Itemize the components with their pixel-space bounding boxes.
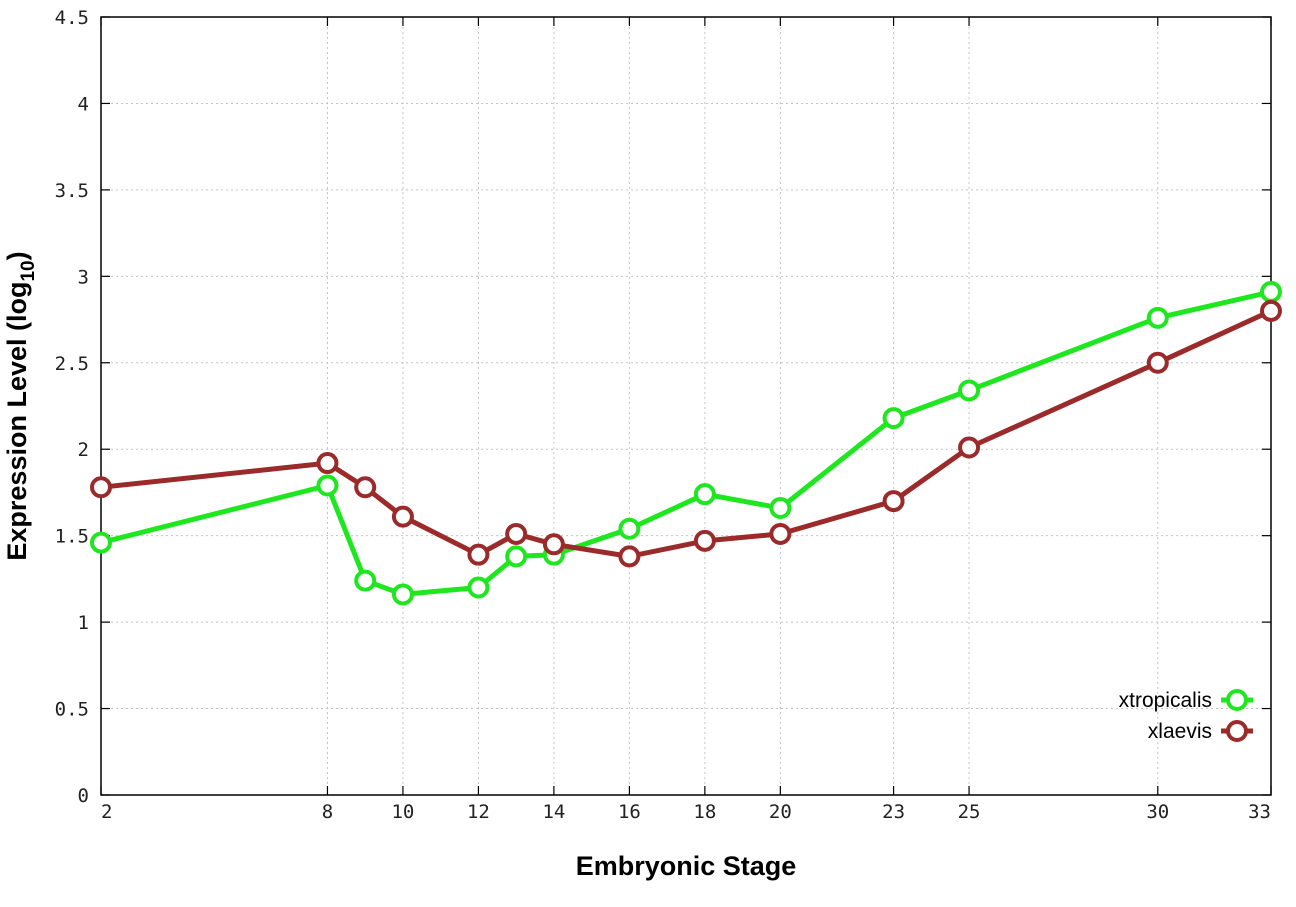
data-point-xtropicalis	[90, 531, 112, 554]
data-point-xtropicalis	[505, 545, 528, 568]
x-tick-label: 12	[467, 801, 490, 823]
y-tick-label: 4	[78, 93, 89, 115]
data-point-xtropicalis	[354, 569, 377, 592]
x-tick-label: 33	[1248, 801, 1271, 823]
x-tick-label: 10	[391, 801, 414, 823]
y-tick-label: 0.5	[55, 699, 89, 721]
data-point-xlaevis	[505, 522, 528, 545]
data-point-xtropicalis	[958, 379, 981, 402]
grid-lines	[101, 17, 1271, 795]
legend: xtropicalis xlaevis	[1119, 689, 1253, 743]
data-point-xlaevis	[90, 476, 112, 499]
data-point-xlaevis	[769, 522, 792, 545]
y-axis-title-close: )	[2, 251, 32, 260]
data-point-xtropicalis	[1146, 306, 1169, 329]
x-tick-label: 14	[542, 801, 565, 823]
y-tick-label: 0	[78, 785, 89, 807]
y-tick-label: 3.5	[55, 180, 89, 202]
x-tick-label: 23	[882, 801, 905, 823]
legend-label-xlaevis: xlaevis	[1148, 720, 1212, 743]
data-point-xtropicalis	[882, 407, 905, 430]
x-tick-label: 18	[693, 801, 716, 823]
data-point-xlaevis	[618, 545, 641, 568]
data-point-xtropicalis	[467, 576, 490, 599]
y-axis-title-subscript: 10	[18, 260, 39, 281]
x-tick-label: 8	[322, 801, 333, 823]
data-point-xlaevis	[391, 505, 414, 528]
data-point-xtropicalis	[618, 517, 641, 540]
y-tick-label: 3	[78, 266, 89, 288]
data-point-xlaevis	[693, 529, 716, 552]
data-point-xlaevis	[316, 452, 339, 475]
legend-marker-xtropicalis	[1226, 689, 1248, 711]
data-point-xlaevis	[958, 436, 981, 459]
data-point-xtropicalis	[693, 483, 716, 506]
x-tick-label: 2	[101, 801, 112, 823]
axis-ticks: 0 0.5 1 1.5 2 2.5 3 3.5 4 4.5 2 8 10 12 14 16 18 20 23 25 30…	[55, 7, 1272, 823]
y-tick-label: 1	[78, 612, 89, 634]
y-tick-label: 1.5	[55, 526, 89, 548]
data-point-xlaevis	[467, 543, 490, 566]
y-axis-title: Expression Level (log10)	[2, 251, 39, 560]
data-point-xtropicalis	[391, 583, 414, 606]
x-tick-label: 30	[1146, 801, 1169, 823]
y-tick-label: 2.5	[55, 353, 89, 375]
data-point-xlaevis	[1260, 299, 1282, 322]
y-tick-label: 4.5	[55, 7, 89, 29]
x-tick-label: 16	[618, 801, 641, 823]
x-tick-label: 25	[958, 801, 981, 823]
data-point-xtropicalis	[1260, 280, 1282, 303]
plot-frame	[100, 16, 1272, 796]
y-tick-label: 2	[78, 439, 89, 461]
series-line-xtropicalis	[100, 289, 1272, 597]
series-line-xlaevis	[100, 308, 1273, 559]
data-point-xlaevis	[354, 476, 377, 499]
legend-label-xtropicalis: xtropicalis	[1119, 689, 1212, 712]
data-point-xtropicalis	[769, 497, 792, 520]
x-tick-label: 20	[769, 801, 792, 823]
y-axis-title-main: Expression Level (log	[2, 282, 32, 561]
legend-marker-xlaevis	[1226, 720, 1248, 742]
x-axis-title: Embryonic Stage	[576, 851, 797, 881]
data-point-xlaevis	[882, 490, 905, 513]
data-point-xlaevis	[542, 533, 565, 556]
series-lines	[90, 280, 1282, 606]
data-point-xlaevis	[1146, 351, 1169, 374]
data-point-xtropicalis	[316, 474, 339, 497]
